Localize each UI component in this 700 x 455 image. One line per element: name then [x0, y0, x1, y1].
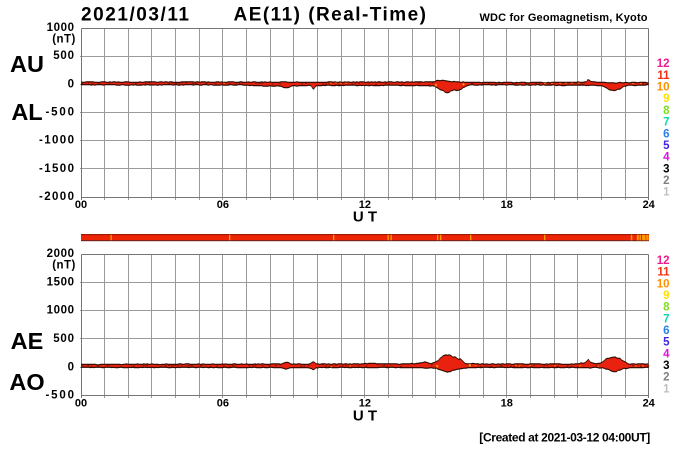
svg-text:500: 500	[53, 50, 74, 62]
svg-text:AO: AO	[9, 369, 44, 395]
svg-text:-1500: -1500	[39, 163, 74, 175]
svg-text:12: 12	[359, 199, 371, 211]
svg-text:11: 11	[657, 267, 670, 279]
svg-text:12: 12	[657, 255, 670, 267]
svg-text:4: 4	[663, 152, 670, 164]
svg-text:10: 10	[657, 278, 670, 290]
svg-text:8: 8	[663, 105, 670, 117]
svg-text:[Created at 2021-03-12 04:00UT: [Created at 2021-03-12 04:00UT]	[479, 431, 650, 445]
svg-text:8: 8	[663, 302, 670, 314]
svg-text:00: 00	[75, 199, 87, 211]
svg-text:-500: -500	[46, 390, 75, 402]
svg-text:0: 0	[68, 361, 74, 373]
svg-text:500: 500	[53, 333, 74, 345]
svg-text:10: 10	[657, 82, 670, 94]
svg-text:0: 0	[68, 78, 74, 90]
svg-text:7: 7	[663, 313, 669, 325]
svg-text:4: 4	[663, 348, 670, 360]
svg-text:9: 9	[663, 290, 669, 302]
svg-text:24: 24	[643, 199, 656, 211]
svg-text:00: 00	[75, 398, 87, 410]
svg-text:18: 18	[501, 398, 513, 410]
svg-text:U T: U T	[353, 209, 377, 226]
svg-text:06: 06	[217, 398, 229, 410]
svg-text:(nT): (nT)	[52, 260, 75, 272]
svg-text:12: 12	[657, 58, 670, 70]
svg-text:7: 7	[663, 117, 669, 129]
svg-text:-2000: -2000	[39, 191, 74, 203]
svg-text:18: 18	[501, 199, 513, 211]
svg-text:5: 5	[663, 337, 670, 349]
svg-text:AL: AL	[11, 99, 42, 125]
svg-text:1000: 1000	[47, 22, 74, 34]
svg-text:12: 12	[359, 398, 371, 410]
svg-text:2: 2	[663, 372, 669, 384]
svg-text:1: 1	[663, 187, 670, 199]
svg-text:1: 1	[663, 383, 670, 395]
svg-text:3: 3	[663, 360, 669, 372]
svg-text:AU: AU	[10, 51, 44, 77]
svg-text:3: 3	[663, 163, 669, 175]
svg-text:9: 9	[663, 93, 669, 105]
svg-text:2000: 2000	[47, 248, 74, 260]
svg-text:1000: 1000	[47, 305, 74, 317]
svg-text:5: 5	[663, 140, 670, 152]
svg-text:WDC for Geomagnetism, Kyoto: WDC for Geomagnetism, Kyoto	[480, 12, 648, 24]
svg-text:-500: -500	[46, 107, 75, 119]
svg-text:1500: 1500	[47, 276, 74, 288]
svg-text:6: 6	[663, 325, 669, 337]
svg-text:11: 11	[657, 70, 670, 82]
svg-text:6: 6	[663, 128, 669, 140]
svg-text:(nT): (nT)	[52, 33, 75, 45]
svg-text:AE: AE	[11, 328, 44, 354]
svg-text:06: 06	[217, 199, 229, 211]
svg-text:U T: U T	[353, 408, 377, 425]
svg-text:24: 24	[643, 398, 656, 410]
svg-text:2: 2	[663, 175, 669, 187]
svg-text:-1000: -1000	[39, 135, 74, 147]
